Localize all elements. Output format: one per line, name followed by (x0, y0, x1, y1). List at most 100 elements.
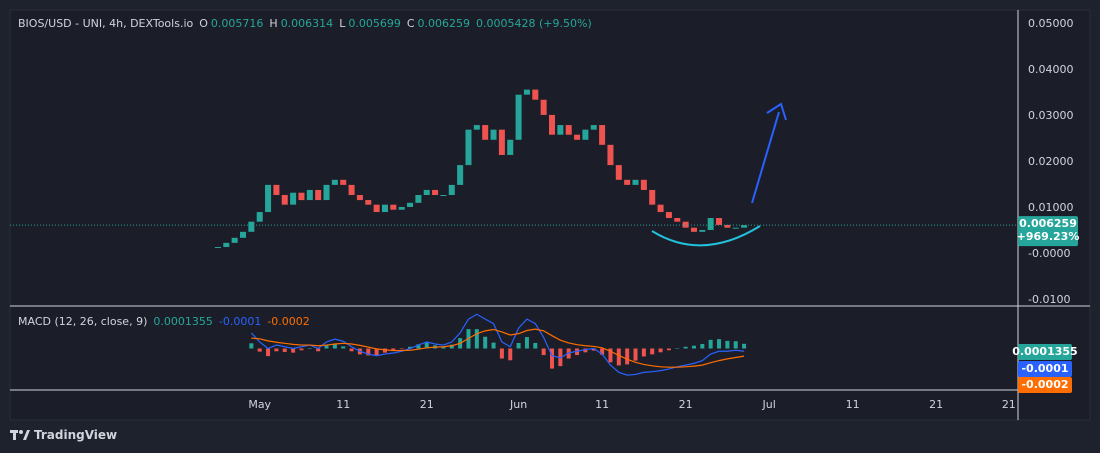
macd-value-box (1018, 361, 1072, 377)
candle (290, 192, 297, 205)
candle (482, 125, 489, 140)
candle (632, 179, 639, 185)
candle (515, 94, 522, 140)
candle (398, 206, 405, 210)
histogram-bar (274, 348, 279, 352)
candle (381, 204, 388, 213)
candle (440, 195, 447, 197)
histogram-bar (249, 343, 254, 349)
candle (214, 247, 221, 249)
symbol-title: BIOS/USD - UNI, 4h, DEXTools.io (18, 17, 194, 30)
ohlc-value: 0.006314 (280, 17, 334, 30)
last-price-box (1018, 216, 1078, 247)
histogram-bar (282, 348, 287, 352)
candle (557, 125, 564, 135)
x-tick-label: Jul (761, 398, 775, 411)
macd-value: -0.0001 (218, 315, 262, 328)
histogram-value: 0.0001355 (153, 315, 213, 328)
y-tick-label: 0.03000 (1028, 109, 1074, 122)
candle (473, 125, 480, 130)
candle (582, 129, 589, 140)
signal-line (251, 328, 745, 368)
candle (649, 189, 656, 205)
histogram-bar (524, 337, 529, 349)
candle (340, 179, 347, 185)
signal-value-box (1018, 377, 1072, 393)
candle (732, 227, 739, 229)
histogram-bar (474, 329, 479, 349)
candle (716, 218, 723, 225)
ohlc-value: 0.005716 (210, 17, 264, 30)
candle (365, 200, 372, 205)
histogram-bar (483, 336, 488, 349)
histogram-bar (700, 344, 705, 349)
candle (281, 195, 288, 205)
histogram-bar (316, 348, 321, 352)
x-tick-label: 11 (336, 398, 350, 411)
histogram-bar (708, 339, 713, 349)
candle (540, 99, 547, 115)
histogram-bar (549, 348, 554, 369)
brand: TradingView (10, 428, 117, 442)
ohlc-value: 0.005699 (348, 17, 401, 30)
histogram-value-box (1018, 344, 1072, 360)
last-change-label: +969.23% (1017, 230, 1080, 243)
candle (507, 139, 514, 155)
histogram-bar (625, 348, 630, 365)
candle (565, 125, 572, 135)
brand-name: TradingView (34, 428, 118, 442)
candle (240, 231, 247, 238)
candle (523, 89, 530, 95)
histogram-bar (332, 343, 337, 349)
histogram-bar (508, 348, 513, 361)
candle (390, 204, 397, 210)
candle (348, 184, 355, 196)
histogram-bar (717, 339, 722, 349)
histogram-bar (391, 348, 396, 351)
candle (265, 184, 272, 213)
histogram-bar (299, 348, 304, 351)
candle (599, 125, 606, 145)
candle (415, 195, 422, 203)
ohlc-label: O (199, 17, 208, 30)
candle (223, 242, 230, 248)
macd-title: MACD (12, 26, close, 9) (18, 315, 148, 328)
x-tick-label: 11 (595, 398, 609, 411)
rounded-bottom-annotation (651, 225, 761, 247)
candle (273, 184, 280, 196)
histogram-bar (658, 348, 663, 353)
histogram-bar (491, 342, 496, 349)
histogram-bar (424, 342, 429, 349)
histogram-value-label: 0.0001355 (1012, 345, 1077, 358)
histogram-bar (725, 340, 730, 349)
candle (457, 165, 464, 185)
candle (640, 179, 647, 190)
x-tick-label: 21 (929, 398, 943, 411)
histogram-bar (324, 345, 329, 349)
signal-value: -0.0002 (267, 315, 310, 328)
histogram-bar (449, 344, 454, 349)
histogram-bar (608, 348, 613, 363)
y-tick-label: 0.02000 (1028, 155, 1074, 168)
histogram-bar (266, 348, 271, 357)
candle (690, 227, 697, 232)
candle (665, 212, 672, 219)
candle (315, 189, 322, 201)
candle (248, 221, 255, 232)
x-tick-label: 11 (846, 398, 860, 411)
histogram-bar (733, 341, 738, 349)
histogram-bar (441, 346, 446, 349)
histogram-bar (600, 348, 605, 355)
candle (298, 192, 305, 201)
histogram-bar (742, 343, 747, 349)
histogram-bar (416, 344, 421, 349)
histogram-bar (399, 348, 404, 350)
x-tick-label: May (248, 398, 271, 411)
candle (448, 184, 455, 196)
candle (574, 134, 581, 140)
candle (741, 225, 748, 228)
histogram-bar (382, 348, 387, 353)
histogram-bar (374, 348, 379, 356)
